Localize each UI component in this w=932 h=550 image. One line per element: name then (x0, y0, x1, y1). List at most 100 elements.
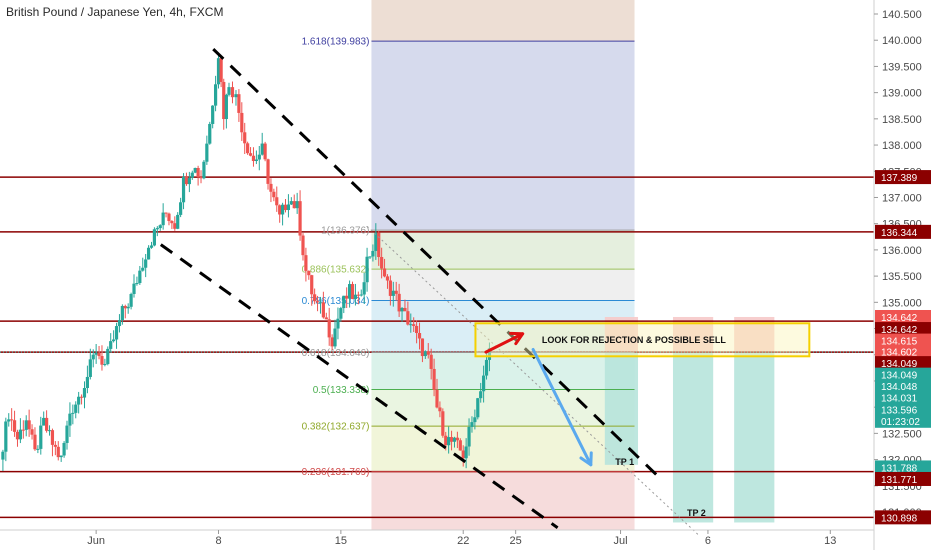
candle[interactable] (112, 330, 116, 343)
candle[interactable] (230, 81, 235, 104)
candle[interactable] (365, 247, 369, 292)
candle[interactable] (88, 348, 92, 380)
candle[interactable] (394, 281, 398, 301)
candle[interactable] (304, 247, 308, 282)
candle[interactable] (59, 455, 63, 462)
candle[interactable] (298, 190, 302, 241)
candle[interactable] (315, 295, 320, 312)
candle[interactable] (149, 241, 154, 249)
candle[interactable] (289, 197, 293, 206)
candle[interactable] (321, 291, 325, 319)
candle[interactable] (176, 212, 180, 230)
candle[interactable] (193, 167, 197, 174)
candle[interactable] (179, 197, 183, 218)
candle[interactable] (415, 320, 419, 344)
candle[interactable] (441, 408, 445, 438)
candle[interactable] (68, 402, 72, 437)
candle[interactable] (473, 409, 477, 430)
candle[interactable] (15, 429, 20, 447)
candle[interactable] (211, 105, 215, 129)
candle[interactable] (310, 274, 314, 306)
candle[interactable] (269, 178, 273, 203)
candle[interactable] (385, 274, 390, 289)
candle[interactable] (251, 147, 256, 167)
candle[interactable] (50, 428, 55, 457)
candle[interactable] (327, 307, 331, 346)
candle[interactable] (458, 438, 462, 451)
candle[interactable] (4, 417, 8, 462)
candle[interactable] (152, 227, 157, 247)
candle[interactable] (164, 212, 168, 218)
candle[interactable] (391, 281, 395, 307)
candle[interactable] (222, 78, 226, 130)
candle[interactable] (199, 170, 203, 184)
candle[interactable] (342, 295, 346, 314)
candle[interactable] (144, 253, 148, 278)
candle[interactable] (56, 441, 60, 461)
candle[interactable] (330, 334, 334, 350)
candle[interactable] (263, 141, 267, 162)
candle[interactable] (400, 307, 404, 322)
candle[interactable] (295, 192, 299, 214)
candle[interactable] (30, 424, 34, 440)
candle[interactable] (406, 301, 410, 326)
candle[interactable] (476, 397, 480, 420)
candle[interactable] (403, 299, 407, 312)
candle[interactable] (33, 427, 37, 451)
candle[interactable] (435, 378, 439, 409)
candle[interactable] (260, 132, 264, 156)
candle[interactable] (438, 401, 442, 418)
candle[interactable] (42, 411, 46, 426)
candle[interactable] (27, 409, 31, 437)
candle[interactable] (240, 102, 244, 141)
candles-layer[interactable] (1, 53, 492, 472)
candle[interactable] (106, 346, 110, 366)
candle[interactable] (455, 431, 459, 449)
candle[interactable] (382, 258, 387, 278)
candle[interactable] (138, 265, 142, 285)
candle[interactable] (129, 292, 133, 310)
candle[interactable] (155, 226, 159, 237)
candle[interactable] (278, 204, 282, 223)
candle[interactable] (1, 449, 5, 472)
candle[interactable] (423, 350, 427, 359)
candle[interactable] (97, 345, 101, 360)
candle[interactable] (452, 436, 457, 448)
candle[interactable] (429, 348, 433, 380)
candle[interactable] (237, 89, 241, 122)
candle[interactable] (432, 358, 436, 397)
candle[interactable] (248, 147, 253, 157)
candle[interactable] (286, 194, 291, 218)
candle[interactable] (216, 53, 221, 89)
candle[interactable] (141, 257, 145, 272)
candle[interactable] (79, 394, 84, 405)
candle[interactable] (94, 344, 98, 364)
candle[interactable] (412, 317, 416, 332)
candle[interactable] (353, 283, 358, 306)
candle[interactable] (65, 420, 69, 450)
candle[interactable] (167, 212, 171, 226)
candle[interactable] (333, 319, 337, 349)
candle[interactable] (103, 358, 107, 367)
candle[interactable] (132, 274, 136, 298)
candle[interactable] (123, 304, 127, 319)
candle[interactable] (208, 121, 212, 145)
candle[interactable] (307, 270, 311, 280)
candle[interactable] (74, 401, 78, 419)
candle[interactable] (190, 170, 194, 180)
candle[interactable] (324, 312, 328, 320)
candle[interactable] (362, 272, 366, 304)
candle[interactable] (85, 365, 89, 394)
candle[interactable] (227, 82, 231, 97)
candle[interactable] (224, 93, 228, 129)
candle[interactable] (246, 141, 250, 155)
candle[interactable] (388, 275, 392, 306)
candle[interactable] (10, 408, 14, 431)
candle[interactable] (21, 420, 25, 439)
candle[interactable] (417, 322, 422, 350)
candle[interactable] (374, 223, 378, 260)
candle[interactable] (464, 438, 468, 469)
candle[interactable] (409, 313, 413, 333)
candle[interactable] (77, 391, 81, 414)
candle[interactable] (348, 280, 352, 308)
